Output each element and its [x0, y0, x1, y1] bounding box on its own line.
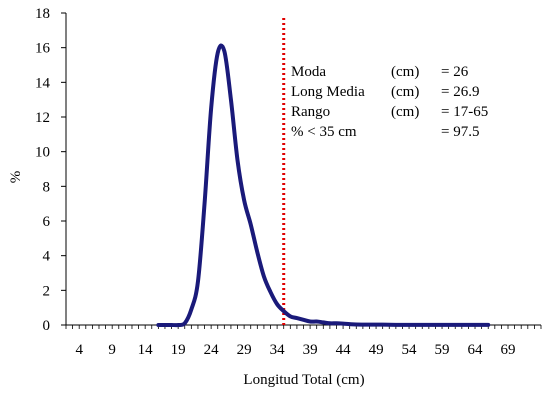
x-tick-label: 49 — [369, 342, 384, 358]
y-tick-label: 8 — [43, 179, 51, 195]
annotation-value: = 97.5 — [441, 124, 479, 140]
y-tick-label: 14 — [35, 75, 51, 91]
data-point — [408, 324, 410, 326]
y-tick-label: 16 — [35, 41, 51, 57]
data-point — [263, 275, 265, 278]
x-tick-label: 44 — [336, 342, 352, 358]
data-point — [243, 199, 245, 201]
data-point — [164, 324, 166, 326]
data-point — [368, 323, 371, 326]
data-point — [447, 324, 450, 326]
data-point — [461, 324, 463, 326]
data-point — [381, 323, 384, 326]
data-point — [183, 322, 186, 325]
x-tick-label: 54 — [402, 342, 418, 358]
x-tick-label: 34 — [270, 342, 286, 358]
x-axis-title: Longitud Total (cm) — [243, 372, 364, 388]
data-point — [157, 324, 160, 326]
annotation-label: % < 35 cm — [291, 124, 357, 140]
data-point — [282, 310, 285, 312]
data-point — [230, 98, 232, 101]
data-point — [434, 324, 437, 326]
plot-area — [156, 18, 491, 328]
data-point — [348, 323, 351, 325]
x-tick-label: 4 — [75, 342, 83, 358]
data-point — [296, 317, 298, 319]
data-point — [177, 324, 179, 326]
data-point — [203, 202, 206, 205]
annotation-unit: (cm) — [391, 104, 419, 120]
data-point — [236, 159, 239, 162]
data-point — [289, 315, 292, 318]
data-point — [302, 319, 305, 321]
data-point — [342, 322, 344, 325]
data-point — [269, 291, 272, 293]
x-tick-label: 69 — [501, 342, 516, 358]
annotation-value: = 26 — [441, 64, 469, 80]
data-point — [170, 324, 173, 326]
y-tick-label: 0 — [43, 318, 51, 334]
x-tick-label: 19 — [171, 342, 186, 358]
y-tick-label: 18 — [35, 6, 50, 22]
x-tick-label: 64 — [468, 342, 484, 358]
data-point — [474, 324, 476, 326]
y-tick-label: 6 — [43, 214, 51, 230]
data-point — [329, 322, 331, 325]
data-point — [355, 323, 358, 326]
data-point — [190, 308, 193, 311]
x-tick-label: 29 — [237, 342, 252, 358]
x-tick-label: 9 — [108, 342, 116, 358]
data-point — [249, 223, 252, 226]
x-tick-label: 14 — [138, 342, 154, 358]
data-point — [335, 322, 338, 325]
data-point — [223, 50, 226, 52]
annotation-label: Moda — [291, 64, 326, 80]
annotation-unit: (cm) — [391, 84, 419, 100]
annotation-unit: (cm) — [391, 64, 419, 80]
y-tick-label: 10 — [35, 145, 50, 161]
data-point — [395, 324, 397, 326]
annotation-label: Long Media — [291, 84, 365, 100]
data-point — [322, 321, 325, 324]
x-tick-label: 59 — [435, 342, 450, 358]
data-point — [309, 320, 311, 323]
x-tick-label: 39 — [303, 342, 318, 358]
data-point — [197, 280, 199, 283]
data-point — [256, 251, 259, 253]
data-point — [216, 52, 219, 54]
data-point — [487, 324, 490, 326]
data-point — [315, 320, 318, 323]
y-axis-title: % — [8, 171, 24, 184]
annotation-value: = 17-65 — [441, 104, 488, 120]
annotation-label: Rango — [291, 104, 330, 120]
y-tick-label: 4 — [43, 249, 51, 265]
data-point — [210, 107, 212, 110]
y-tick-label: 2 — [43, 283, 51, 299]
annotation-block: Moda (cm) = 26 Long Media (cm) = 26.9 Ra… — [291, 64, 488, 140]
x-tick-label: 24 — [204, 342, 220, 358]
annotation-value: = 26.9 — [441, 84, 479, 100]
data-point — [276, 303, 278, 306]
data-point — [421, 324, 424, 326]
y-tick-label: 12 — [35, 110, 50, 126]
